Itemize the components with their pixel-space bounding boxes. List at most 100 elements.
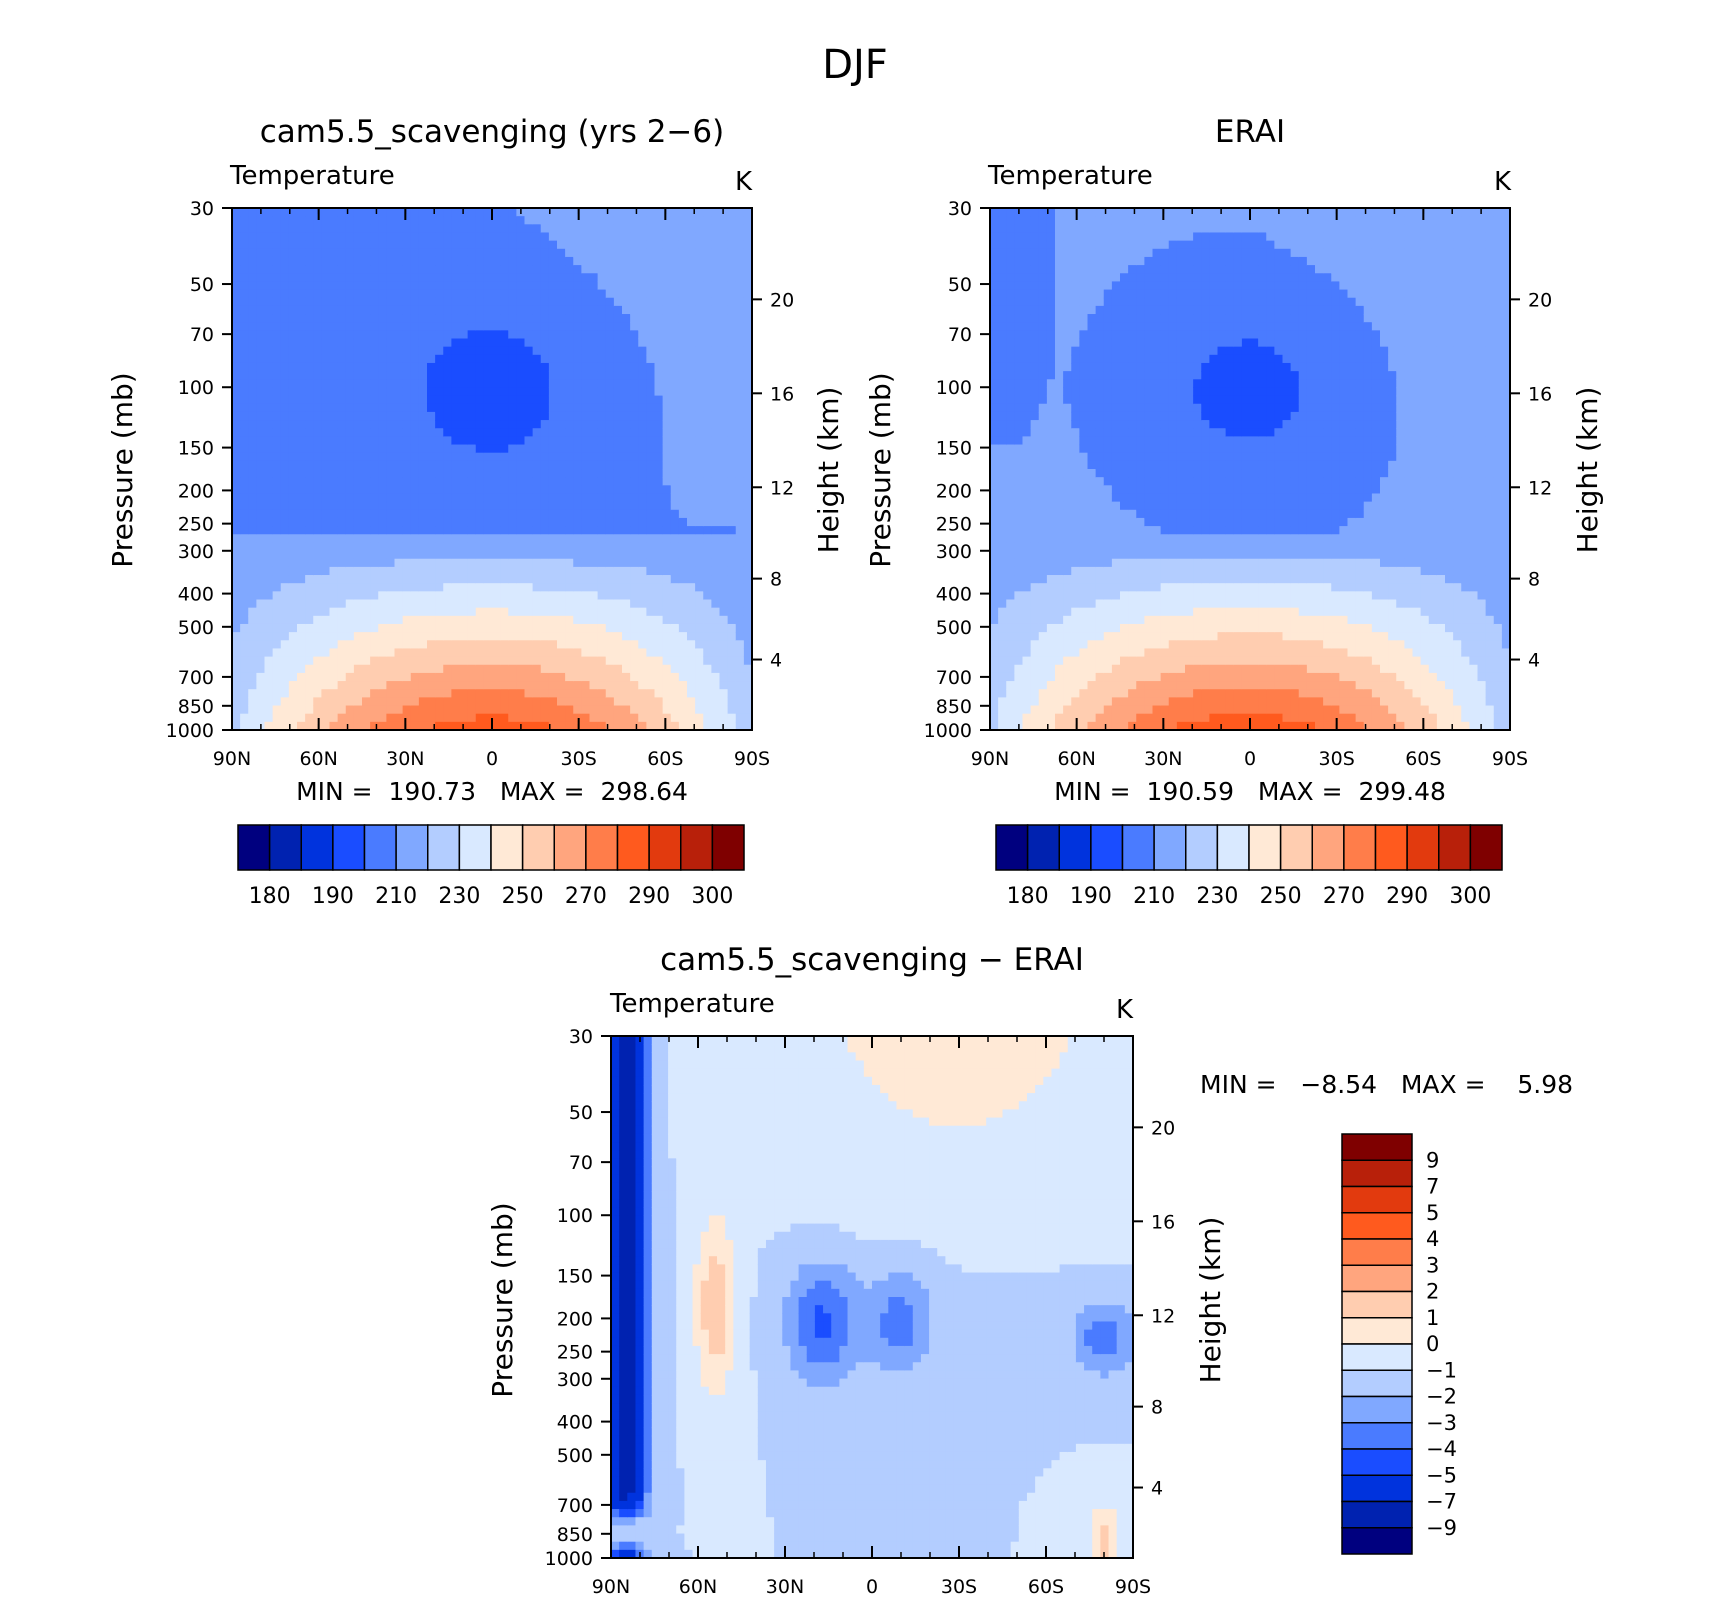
field-cell xyxy=(687,721,696,731)
y-tick-label: 250 xyxy=(178,514,214,536)
field-cell xyxy=(483,460,493,470)
field-cell xyxy=(573,371,582,380)
field-cell xyxy=(370,395,379,405)
field-cell xyxy=(418,477,428,486)
field-cell xyxy=(256,656,266,666)
field-cell xyxy=(687,216,696,225)
field-cell xyxy=(427,705,436,715)
field-cell xyxy=(581,395,591,405)
field-cell xyxy=(248,387,257,397)
field-cell xyxy=(662,648,672,658)
field-cell xyxy=(280,485,290,495)
field-cell xyxy=(467,346,477,356)
field-cell xyxy=(711,305,721,315)
field-cell xyxy=(581,240,591,250)
field-cell xyxy=(508,256,517,266)
field-cell xyxy=(605,689,615,698)
field-cell xyxy=(1063,322,1072,331)
field-cell xyxy=(240,599,249,609)
field-cell xyxy=(662,501,672,511)
field-cell xyxy=(735,632,745,641)
field-cell xyxy=(378,305,387,315)
field-cell xyxy=(256,354,266,364)
field-cell xyxy=(1030,697,1040,707)
field-cell xyxy=(362,314,371,323)
field-cell xyxy=(565,623,574,633)
field-cell xyxy=(727,436,737,446)
field-cell xyxy=(565,322,574,331)
field-cell xyxy=(329,485,339,495)
field-cell xyxy=(272,672,282,682)
field-cell xyxy=(622,591,631,601)
field-cell xyxy=(711,420,721,429)
field-cell xyxy=(1022,697,1032,707)
field-cell xyxy=(362,338,371,348)
field-cell xyxy=(313,599,322,609)
field-cell xyxy=(386,632,396,641)
field-cell xyxy=(264,403,274,413)
field-cell xyxy=(589,208,599,217)
field-cell xyxy=(321,354,331,364)
field-cell xyxy=(240,338,249,348)
field-cell xyxy=(386,509,396,519)
field-cell xyxy=(345,248,355,258)
field-cell xyxy=(516,517,526,527)
field-cell xyxy=(459,501,469,511)
field-cell xyxy=(248,420,257,429)
field-cell xyxy=(703,477,712,486)
field-cell xyxy=(524,436,534,446)
field-cell xyxy=(329,420,339,429)
field-cell xyxy=(345,656,355,666)
field-cell xyxy=(272,411,282,421)
field-cell xyxy=(1071,208,1080,217)
field-cell xyxy=(654,314,664,323)
field-cell xyxy=(540,314,550,323)
field-cell xyxy=(548,591,558,601)
field-cell xyxy=(638,436,647,446)
field-cell xyxy=(532,436,542,446)
field-cell xyxy=(605,485,615,495)
field-cell xyxy=(1006,289,1015,299)
field-cell xyxy=(362,509,371,519)
field-cell xyxy=(329,338,339,348)
field-cell xyxy=(670,256,680,266)
field-cell xyxy=(280,240,290,250)
field-cell xyxy=(703,281,712,291)
field-cell xyxy=(719,697,729,707)
field-cell xyxy=(297,265,306,274)
field-cell xyxy=(427,387,436,397)
field-cell xyxy=(613,517,623,527)
field-cell xyxy=(280,640,290,650)
field-cell xyxy=(1014,256,1024,266)
field-cell xyxy=(524,526,534,535)
field-cell xyxy=(638,305,647,315)
field-cell xyxy=(573,314,582,323)
field-cell xyxy=(1055,338,1064,348)
field-cell xyxy=(532,697,542,707)
field-cell xyxy=(321,232,331,242)
field-cell xyxy=(248,322,257,331)
field-cell xyxy=(613,591,623,601)
field-cell xyxy=(524,444,534,454)
field-cell xyxy=(581,656,591,666)
field-cell xyxy=(410,517,420,527)
field-cell xyxy=(435,501,444,511)
field-cell xyxy=(548,534,558,544)
field-cell xyxy=(443,501,452,511)
field-cell xyxy=(646,346,656,356)
field-cell xyxy=(605,371,615,380)
field-cell xyxy=(500,550,509,560)
field-cell xyxy=(695,452,704,462)
field-cell xyxy=(427,224,436,234)
field-cell xyxy=(678,713,688,723)
field-cell xyxy=(240,517,249,527)
field-cell xyxy=(264,428,274,437)
field-cell xyxy=(272,640,282,650)
panel-obs: ERAI Temperature K Pressure (mb) Height … xyxy=(864,114,1604,909)
field-cell xyxy=(532,411,542,421)
field-cell xyxy=(467,575,477,584)
field-cell xyxy=(321,256,331,266)
field-cell xyxy=(990,371,999,380)
field-cell xyxy=(662,387,672,397)
field-cell xyxy=(443,485,452,495)
